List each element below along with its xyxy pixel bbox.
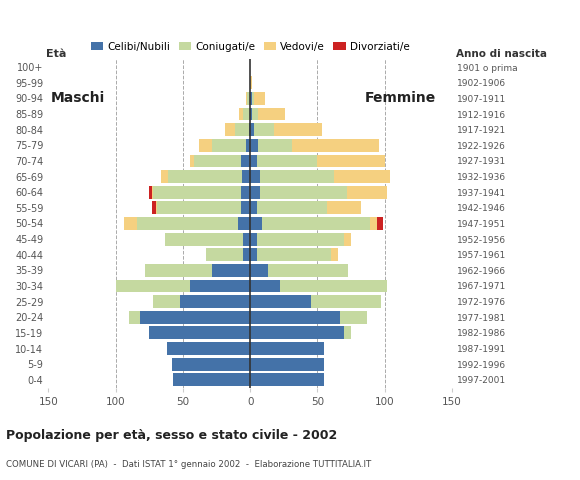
Bar: [250, 123, 254, 136]
Bar: [199, 139, 212, 152]
Bar: [257, 155, 317, 168]
Bar: [250, 76, 252, 89]
Bar: [140, 311, 250, 324]
Bar: [250, 170, 260, 183]
Bar: [250, 108, 252, 120]
Bar: [235, 123, 249, 136]
Bar: [115, 279, 190, 292]
Bar: [152, 186, 153, 199]
Bar: [258, 108, 285, 120]
Bar: [173, 373, 250, 386]
Bar: [190, 155, 194, 168]
Bar: [274, 123, 321, 136]
Bar: [347, 186, 387, 199]
Bar: [257, 233, 345, 245]
Legend: Celibi/Nubili, Coniugati/e, Vedovi/e, Divorziati/e: Celibi/Nubili, Coniugati/e, Vedovi/e, Di…: [86, 37, 414, 56]
Bar: [250, 342, 324, 355]
Bar: [246, 92, 248, 105]
Bar: [257, 202, 327, 214]
Bar: [250, 202, 257, 214]
Bar: [248, 92, 250, 105]
Bar: [280, 279, 387, 292]
Bar: [250, 233, 257, 245]
Bar: [149, 186, 152, 199]
Bar: [345, 326, 351, 339]
Text: Maschi: Maschi: [51, 91, 105, 106]
Bar: [250, 264, 268, 277]
Bar: [250, 295, 311, 308]
Bar: [240, 108, 244, 120]
Bar: [153, 295, 180, 308]
Bar: [194, 155, 241, 168]
Bar: [165, 233, 244, 245]
Bar: [250, 155, 257, 168]
Bar: [340, 311, 367, 324]
Bar: [180, 295, 250, 308]
Bar: [206, 248, 244, 261]
Bar: [262, 217, 370, 230]
Bar: [254, 92, 265, 105]
Bar: [244, 233, 250, 245]
Bar: [157, 202, 241, 214]
Bar: [250, 217, 262, 230]
Bar: [172, 358, 250, 371]
Bar: [258, 139, 292, 152]
Bar: [149, 326, 250, 339]
Text: Popolazione per età, sesso e stato civile - 2002: Popolazione per età, sesso e stato civil…: [6, 429, 337, 442]
Bar: [250, 186, 260, 199]
Text: Anno di nascita: Anno di nascita: [456, 48, 547, 59]
Bar: [129, 311, 140, 324]
Bar: [244, 108, 250, 120]
Bar: [250, 248, 257, 261]
Bar: [242, 170, 250, 183]
Bar: [124, 217, 137, 230]
Bar: [166, 342, 250, 355]
Bar: [168, 170, 242, 183]
Bar: [156, 202, 157, 214]
Bar: [327, 202, 361, 214]
Bar: [317, 155, 385, 168]
Bar: [224, 123, 235, 136]
Bar: [250, 326, 345, 339]
Bar: [260, 186, 347, 199]
Bar: [311, 295, 380, 308]
Bar: [250, 358, 324, 371]
Bar: [241, 202, 250, 214]
Bar: [331, 248, 338, 261]
Bar: [250, 373, 324, 386]
Bar: [190, 279, 250, 292]
Text: Età: Età: [46, 48, 66, 59]
Bar: [250, 92, 252, 105]
Bar: [268, 264, 349, 277]
Bar: [250, 311, 340, 324]
Text: COMUNE DI VICARI (PA)  -  Dati ISTAT 1° gennaio 2002  -  Elaborazione TUTTITALIA: COMUNE DI VICARI (PA) - Dati ISTAT 1° ge…: [6, 459, 371, 468]
Bar: [249, 123, 250, 136]
Bar: [244, 248, 250, 261]
Bar: [246, 139, 250, 152]
Bar: [153, 186, 241, 199]
Bar: [137, 217, 238, 230]
Text: Femmine: Femmine: [365, 91, 436, 106]
Bar: [241, 155, 250, 168]
Bar: [377, 217, 383, 230]
Bar: [250, 139, 258, 152]
Bar: [252, 108, 258, 120]
Bar: [260, 170, 334, 183]
Bar: [212, 139, 246, 152]
Bar: [212, 264, 250, 277]
Bar: [241, 186, 250, 199]
Bar: [152, 202, 156, 214]
Bar: [238, 217, 250, 230]
Bar: [250, 279, 280, 292]
Bar: [252, 92, 254, 105]
Bar: [161, 170, 168, 183]
Bar: [257, 248, 331, 261]
Bar: [345, 233, 351, 245]
Bar: [254, 123, 274, 136]
Bar: [145, 264, 212, 277]
Bar: [370, 217, 377, 230]
Bar: [334, 170, 390, 183]
Bar: [292, 139, 379, 152]
